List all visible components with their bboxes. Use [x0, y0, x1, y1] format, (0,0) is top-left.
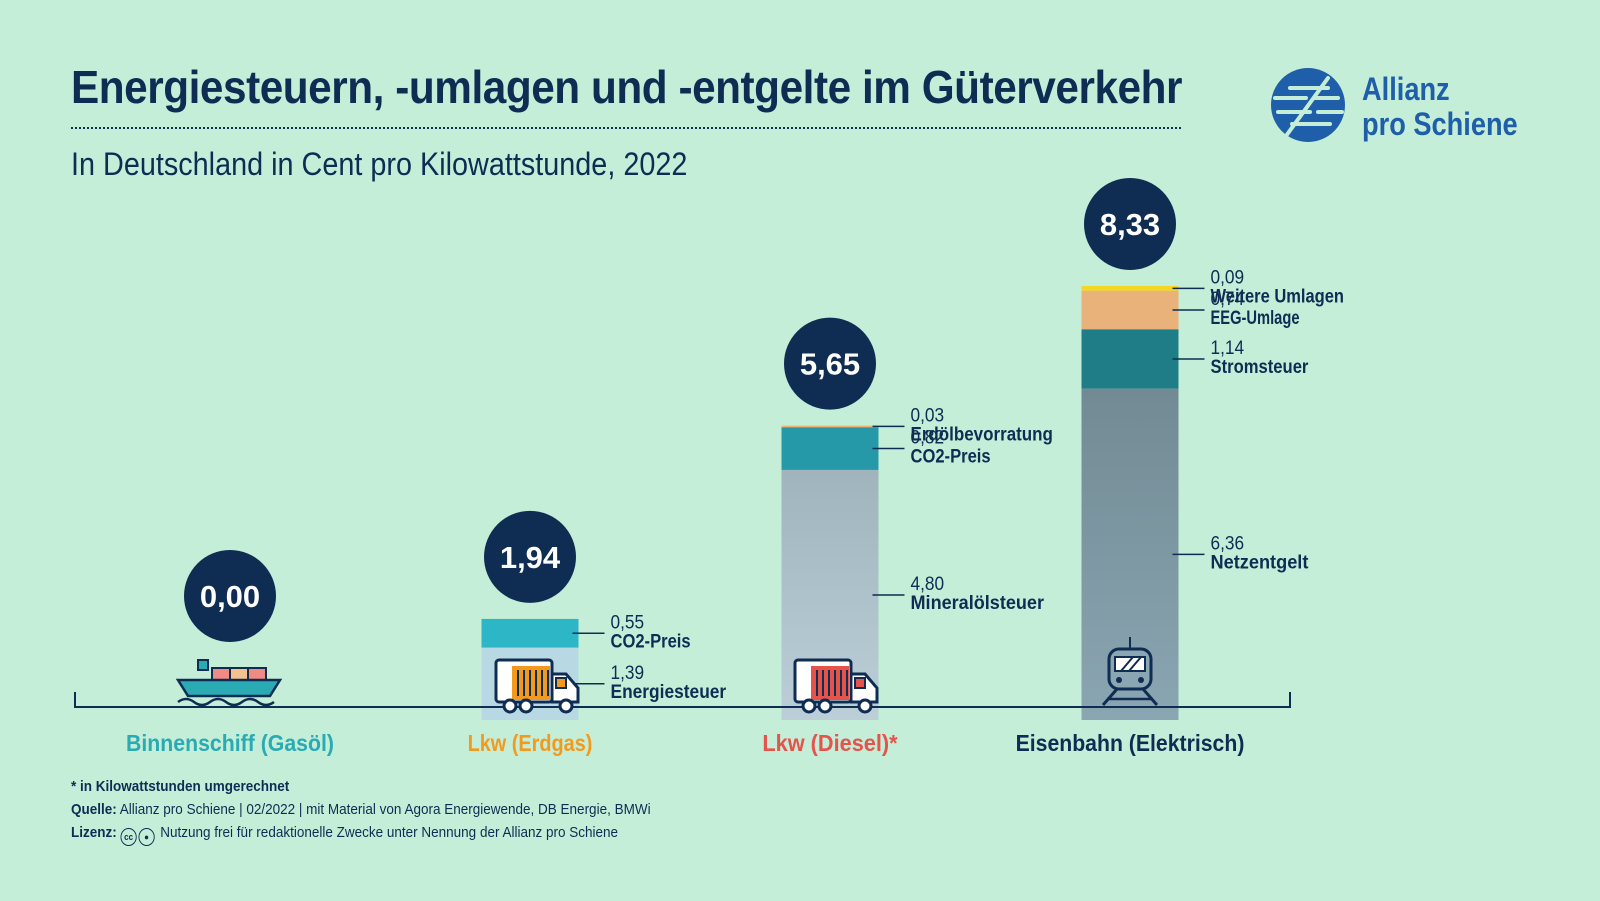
footnote-conversion: * in Kilowattstunden umgerechnet	[71, 778, 290, 795]
segment-name-label: Weitere Umlagen	[1211, 286, 1345, 307]
segment-value-label: 0,74	[1211, 289, 1245, 310]
logo-line-1: Allianz	[1362, 71, 1450, 107]
segment-name-label: Erdölbevorratung	[911, 424, 1053, 445]
category-label: Lkw (Erdgas)	[468, 730, 593, 756]
category-label: Lkw (Diesel)*	[762, 730, 897, 756]
bar-segment-stromsteuer	[1081, 329, 1179, 389]
category-label: Eisenbahn (Elektrisch)	[1016, 730, 1245, 756]
bar-segment-co2-preis	[481, 618, 579, 648]
chart-title: Energiesteuern, -umlagen und -entgelte i…	[71, 61, 1183, 113]
segment-name-label: Stromsteuer	[1211, 357, 1309, 378]
category-label: Binnenschiff (Gasöl)	[126, 730, 334, 756]
segment-value-label: 0,09	[1211, 267, 1245, 288]
bar-segment-weitere-umlagen	[1081, 286, 1179, 291]
segment-name-label: Netzentgelt	[1211, 552, 1310, 573]
cc-by-icon: ●	[138, 828, 155, 846]
segment-value-label: 0,55	[611, 612, 645, 633]
total-bubble	[1084, 178, 1176, 270]
segment-value-label: 6,36	[1211, 533, 1245, 554]
train-icon	[1101, 637, 1159, 706]
truck-icon	[793, 658, 879, 714]
segment-name-label: CO2-Preis	[611, 631, 691, 652]
segment-name-label: CO2-Preis	[911, 447, 991, 468]
segment-name-label: Energiesteuer	[611, 682, 727, 703]
total-value-label: 0,00	[200, 579, 260, 614]
footnote-license: Lizenz: cc ● Nutzung frei für redaktionel…	[71, 824, 618, 846]
segment-value-label: 1,39	[611, 663, 645, 684]
truck-icon	[494, 658, 580, 714]
bar-segment-co2-preis	[781, 427, 879, 470]
segment-value-label: 1,14	[1211, 338, 1245, 359]
ship-icon	[175, 659, 283, 707]
title-divider	[71, 127, 1181, 129]
segment-value-label: 4,80	[911, 574, 945, 595]
footnote-source: Quelle: Allianz pro Schiene | 02/2022 | …	[71, 801, 651, 818]
bar-segment-eeg-umlage	[1081, 290, 1179, 330]
cc-license-icon: cc	[120, 828, 137, 846]
total-value-label: 8,33	[1100, 207, 1160, 242]
total-bubble	[484, 510, 576, 603]
segment-value-label: 0,03	[911, 405, 945, 426]
chart-subtitle: In Deutschland in Cent pro Kilowattstund…	[71, 146, 688, 182]
total-value-label: 5,65	[800, 347, 860, 382]
logo-line-2: pro Schiene	[1362, 106, 1518, 142]
segment-value-label: 0,82	[911, 428, 945, 449]
total-bubble	[784, 317, 876, 410]
brand-logo: Allianz pro Schiene	[1270, 68, 1570, 148]
total-bubble	[184, 550, 276, 642]
logo-wordmark: Allianz pro Schiene	[1362, 72, 1518, 142]
x-axis-baseline	[74, 692, 1291, 708]
segment-name-label: EEG-Umlage	[1211, 308, 1300, 329]
logo-mark-icon	[1271, 68, 1345, 142]
total-value-label: 1,94	[500, 540, 561, 575]
bar-segment-erd-lbevorratung	[781, 425, 879, 428]
segment-name-label: Mineralölsteuer	[911, 593, 1045, 614]
